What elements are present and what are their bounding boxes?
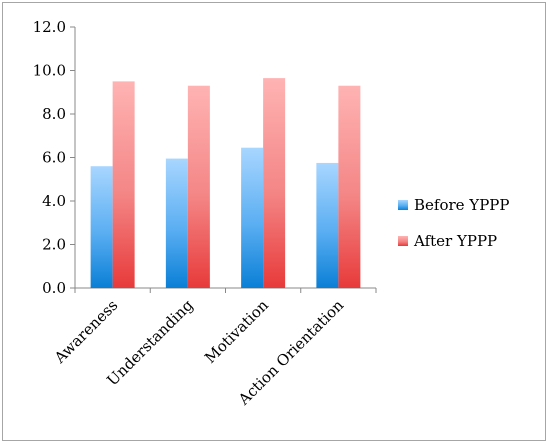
bar-after-3 bbox=[338, 85, 361, 288]
x-category-label: Awareness bbox=[50, 296, 121, 367]
y-tick-label: 6.0 bbox=[42, 149, 66, 167]
y-tick-label: 12.0 bbox=[33, 18, 66, 36]
bar-before-2 bbox=[241, 147, 264, 288]
y-tick-label: 0.0 bbox=[42, 279, 66, 297]
bars bbox=[90, 78, 361, 288]
bar-before-3 bbox=[316, 162, 339, 288]
bar-after-2 bbox=[263, 78, 286, 288]
bar-after-1 bbox=[187, 85, 210, 288]
bar-before-1 bbox=[165, 158, 188, 288]
y-tick-label: 10.0 bbox=[33, 62, 66, 80]
legend-label: Before YPPP bbox=[414, 196, 509, 214]
x-category-label: Motivation bbox=[201, 296, 272, 367]
legend-swatch bbox=[398, 236, 408, 246]
y-tick-label: 8.0 bbox=[42, 105, 66, 123]
legend-swatch bbox=[398, 200, 408, 210]
y-tick-label: 2.0 bbox=[42, 236, 66, 254]
y-tick-label: 4.0 bbox=[42, 192, 66, 210]
bar-after-0 bbox=[112, 81, 135, 288]
legend: Before YPPP After YPPP bbox=[398, 196, 509, 250]
legend-label: After YPPP bbox=[413, 232, 497, 250]
bar-before-0 bbox=[90, 166, 113, 288]
